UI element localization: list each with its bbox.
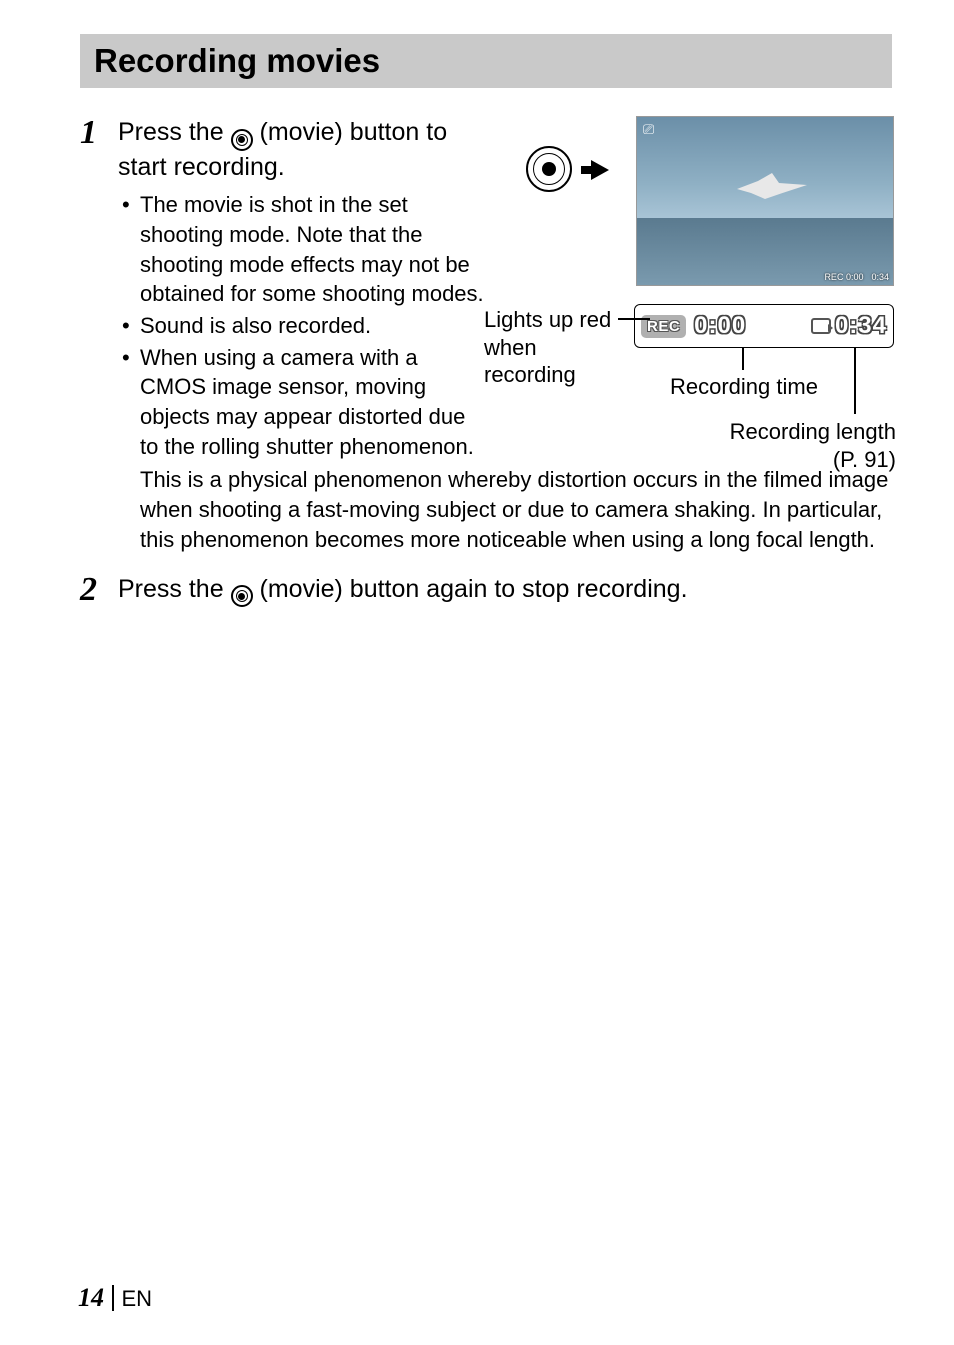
rec-badge-text: REC xyxy=(647,318,680,335)
recording-time-value: 0:00 xyxy=(694,312,746,340)
section-title: Recording movies xyxy=(94,42,878,80)
step-2-row: 2 Press the (movie) button again to stop… xyxy=(80,573,892,614)
screen-status-bar: REC 0:00 0:34 xyxy=(637,272,893,282)
lights-up-label: Lights up red when recording xyxy=(484,306,624,389)
step-1-body: Press the (movie) button to start record… xyxy=(118,116,488,463)
recording-diagram: ⎚ REC 0:00 0:34 REC 0:00 0:34 Lights up … xyxy=(506,116,892,456)
page-footer: 14 EN xyxy=(78,1283,152,1313)
bullet-1: The movie is shot in the set shooting mo… xyxy=(118,190,488,309)
step1-head-before: Press the xyxy=(118,118,231,146)
step-1-number: 1 xyxy=(80,116,104,463)
step2-head-before: Press the xyxy=(118,575,231,603)
movie-button-icon xyxy=(231,129,253,151)
page-language: EN xyxy=(122,1286,153,1312)
bullet-3: When using a camera with a CMOS image se… xyxy=(118,343,488,462)
leader-line-2 xyxy=(742,348,744,370)
recording-time-label: Recording time xyxy=(670,373,818,401)
step-1-continuation: This is a physical phenomenon whereby di… xyxy=(140,465,892,554)
bird-graphic xyxy=(737,165,807,205)
screen-rec-small: REC 0:00 xyxy=(824,272,863,282)
length-group: 0:34 xyxy=(811,312,887,340)
leader-line-1 xyxy=(618,318,650,320)
recording-length-text: Recording length xyxy=(730,419,896,444)
step-1-left: 1 Press the (movie) button to start reco… xyxy=(80,116,488,463)
leader-line-3 xyxy=(854,348,856,414)
arrow-icon xyxy=(591,160,609,180)
bullet-2: Sound is also recorded. xyxy=(118,311,488,341)
footer-divider xyxy=(112,1285,114,1311)
movie-length-icon xyxy=(811,318,831,334)
step-1-row: 1 Press the (movie) button to start reco… xyxy=(80,116,892,463)
recording-length-label: Recording length (P. 91) xyxy=(696,418,896,473)
recording-length-page: (P. 91) xyxy=(833,447,896,472)
step-1-heading: Press the (movie) button to start record… xyxy=(118,116,488,184)
enlarged-status-bar: REC 0:00 0:34 xyxy=(634,304,894,348)
movie-button-large-icon xyxy=(526,146,572,192)
section-title-bar: Recording movies xyxy=(80,34,892,88)
step-2-number: 2 xyxy=(80,573,104,614)
screen-mode-icon: ⎚ xyxy=(643,121,654,138)
diagram-column: ⎚ REC 0:00 0:34 REC 0:00 0:34 Lights up … xyxy=(506,116,892,463)
camera-screen-preview: ⎚ REC 0:00 0:34 xyxy=(636,116,894,286)
step-1-bullets: The movie is shot in the set shooting mo… xyxy=(118,190,488,461)
step2-head-after: (movie) button again to stop recording. xyxy=(253,575,688,603)
movie-button-icon xyxy=(231,585,253,607)
screen-len-small: 0:34 xyxy=(871,272,889,282)
step-2-heading: Press the (movie) button again to stop r… xyxy=(118,573,688,608)
page-number: 14 xyxy=(78,1283,104,1313)
recording-length-value: 0:34 xyxy=(835,312,887,340)
